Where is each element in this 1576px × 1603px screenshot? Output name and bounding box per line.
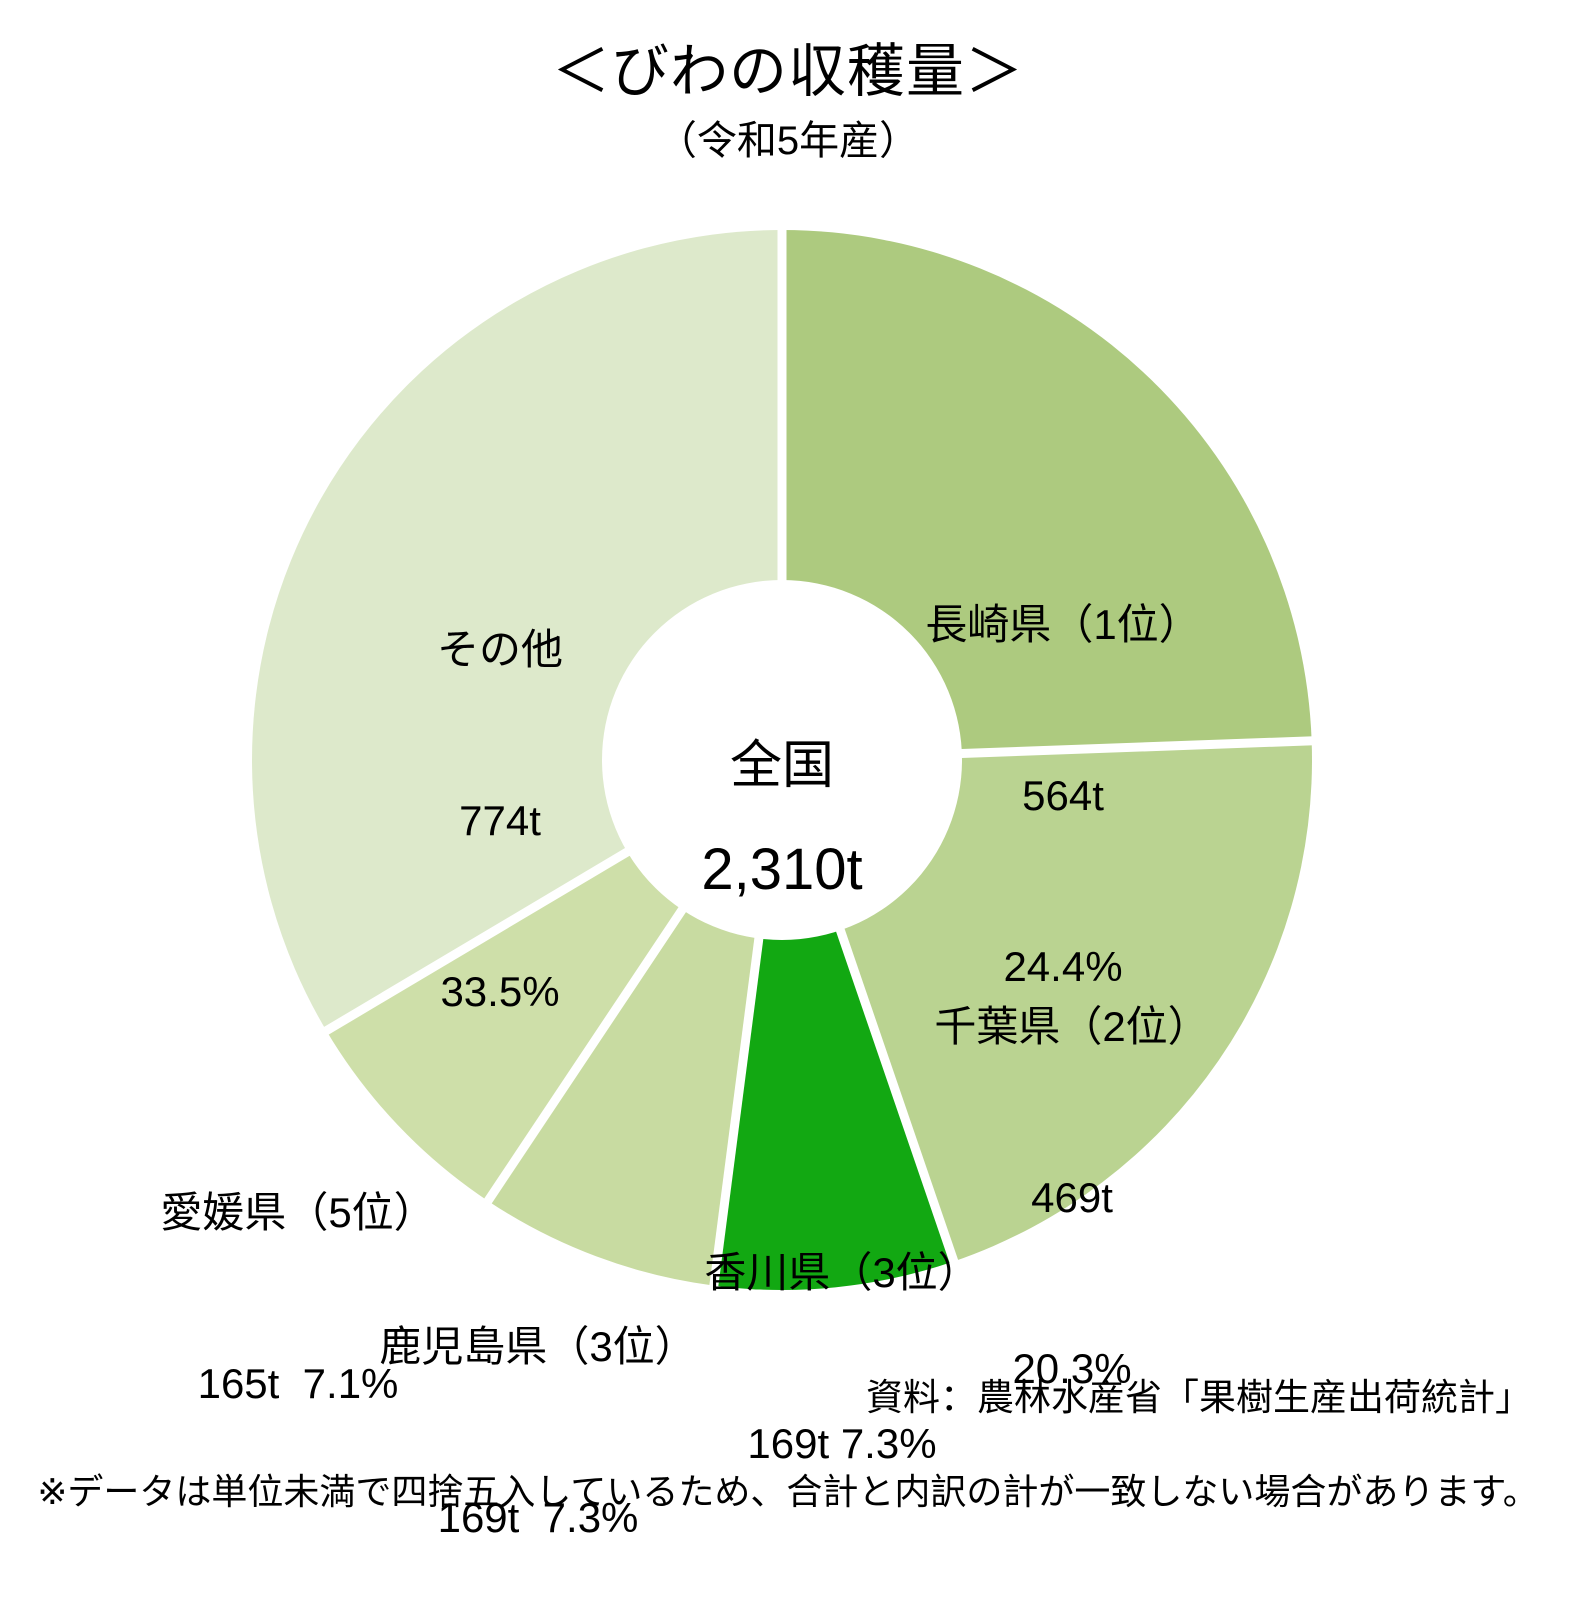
donut-center-label: 全国 2,310t [701,698,862,924]
segment-label-kagawa: 香川県（3位） 169t 7.3% [704,1130,979,1529]
chart-title: ＜びわの収穫量＞ [551,39,1024,104]
pie-segment-1 [782,230,1312,760]
footnote-text: ※データは単位未満で四捨五入しているため、合計と内訳の計が一致しない場合がありま… [37,1471,1539,1512]
center-total-value: 2,310t [701,837,863,902]
segment-value: 469t [1031,1174,1113,1221]
segment-name: 長崎県（1位） [925,601,1201,648]
segment-value: 165t 7.1% [197,1360,399,1407]
segment-label-ehime: 愛媛県（5位） 165t 7.1% [160,1070,435,1469]
segment-value: 564t [1022,772,1104,819]
segment-name: その他 [436,626,564,673]
segment-value: 774t [459,797,541,844]
source-text: 資料：農林水産省「果樹生産出荷統計」 [866,1377,1532,1418]
segment-name: 香川県（3位） [704,1249,980,1296]
segment-label-nagasaki: 長崎県（1位） 564t 24.4% [925,482,1200,1052]
segment-value: 169t 7.3% [437,1494,639,1541]
segment-percent: 33.5% [440,968,560,1015]
donut-chart [252,228,1314,1291]
center-region-label: 全国 [729,737,835,795]
segment-name: 愛媛県（5位） [160,1189,436,1236]
segment-percent: 20.3% [1012,1345,1132,1392]
segment-label-others: その他 774t 33.5% [437,507,563,1077]
donut-hole [602,580,962,940]
segment-label-kagoshima: 鹿児島県（3位） 169t 7.3% [379,1204,696,1603]
segment-name: 鹿児島県（3位） [379,1323,697,1370]
segment-label-chiba: 千葉県（2位） 469t 20.3% [934,884,1209,1454]
segment-value: 169t 7.3% [747,1420,937,1467]
segment-percent: 24.4% [1003,943,1123,990]
chart-subtitle: （令和5年産） [656,119,920,163]
segment-name: 千葉県（2位） [934,1003,1210,1050]
